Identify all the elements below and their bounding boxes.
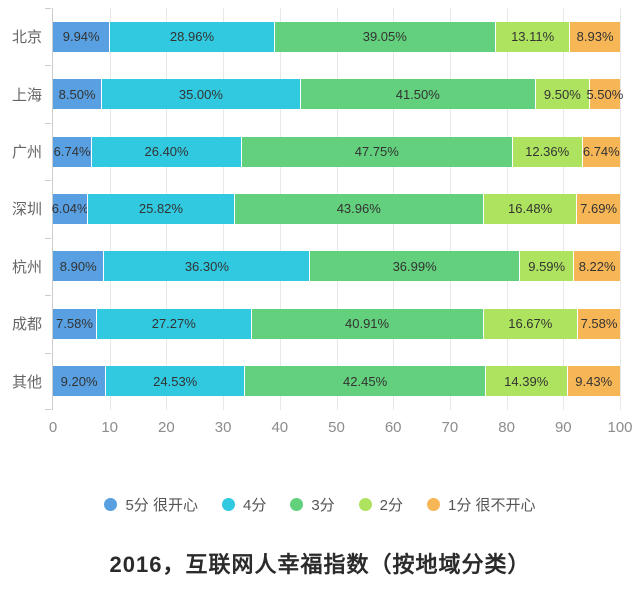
y-axis-tick <box>45 409 51 410</box>
bar-row: 杭州 8.90% 36.30% 36.99% 9.59% 8.22% <box>12 238 620 295</box>
bar-segment[interactable]: 7.58% <box>577 308 621 339</box>
bar-segment[interactable]: 8.50% <box>53 79 102 110</box>
bar-segment[interactable]: 40.91% <box>250 308 483 339</box>
legend-item[interactable]: 3分 <box>290 494 335 515</box>
category-label: 北京 <box>11 29 42 47</box>
bar-segment[interactable]: 6.74% <box>581 136 620 167</box>
y-axis-line <box>45 8 53 410</box>
category-label: 杭州 <box>11 258 42 276</box>
x-tick-label: 50 <box>328 419 345 436</box>
bar-segment[interactable]: 43.96% <box>233 193 483 224</box>
gridline <box>620 8 621 410</box>
bar-segment[interactable]: 36.99% <box>309 251 519 282</box>
category-label: 其他 <box>11 373 42 391</box>
y-axis-tick <box>45 237 51 239</box>
bar-segment[interactable]: 24.53% <box>105 366 245 397</box>
legend-label: 1分 很不开心 <box>448 497 536 514</box>
bar-row: 成都 7.58% 27.27% 40.91% 16.67% 7.58% <box>12 295 621 352</box>
y-axis-tick <box>45 352 51 354</box>
legend-dot-icon <box>104 498 118 511</box>
x-axis: 0 10 20 30 40 50 60 70 80 90 100 <box>49 419 633 441</box>
bar-segment[interactable]: 14.39% <box>484 366 567 397</box>
bar-segment[interactable]: 6.04% <box>52 193 89 224</box>
legend-label: 4分 <box>242 497 267 514</box>
bar-segment[interactable]: 9.94% <box>53 21 110 52</box>
bar-segment[interactable]: 25.82% <box>87 193 234 224</box>
bar-row: 北京 9.94% 28.96% 39.05% 13.11% 8.93% <box>12 8 620 65</box>
stacked-bar: 8.50% 35.00% 41.50% 9.50% 5.50% <box>53 79 623 110</box>
legend-dot-icon <box>221 498 235 511</box>
category-label: 成都 <box>11 316 42 334</box>
bar-segment[interactable]: 9.59% <box>518 251 574 282</box>
stacked-bar: 7.58% 27.27% 40.91% 16.67% 7.58% <box>53 308 621 339</box>
x-tick-label: 0 <box>48 419 58 436</box>
x-tick-label: 80 <box>498 419 515 436</box>
y-axis-tick <box>45 295 51 297</box>
bar-row: 深圳 6.04% 25.82% 43.96% 16.48% 7.69% <box>12 180 620 237</box>
y-axis-tick <box>45 122 51 124</box>
bar-segment[interactable]: 8.93% <box>569 21 620 52</box>
bar-segment[interactable]: 6.74% <box>53 136 92 167</box>
x-tick-label: 70 <box>441 419 459 436</box>
x-tick-label: 90 <box>554 419 572 436</box>
bar-segment[interactable]: 12.36% <box>511 136 582 167</box>
bar-segment[interactable]: 8.90% <box>53 251 104 282</box>
bar-row: 其他 9.20% 24.53% 42.45% 14.39% 9.43% <box>12 353 620 410</box>
bar-segment[interactable]: 41.50% <box>299 79 535 110</box>
bar-segment[interactable]: 7.58% <box>53 308 96 339</box>
bar-segment[interactable]: 28.96% <box>109 21 274 52</box>
legend-item[interactable]: 4分 <box>221 494 267 515</box>
x-tick-label: 30 <box>214 419 232 436</box>
x-tick-label: 10 <box>101 419 119 436</box>
bar-segment[interactable]: 5.50% <box>586 79 623 110</box>
legend: 5分 很开心 4分 3分 2分 1分 很不开心 <box>0 494 640 515</box>
bar-segment[interactable]: 47.75% <box>240 136 512 167</box>
legend-label: 5分 很开心 <box>125 497 198 514</box>
bar-segment[interactable]: 8.22% <box>573 251 620 282</box>
bar-segment[interactable]: 9.20% <box>53 366 106 397</box>
bar-segment[interactable]: 39.05% <box>273 21 495 52</box>
y-axis-tick <box>45 65 51 67</box>
stacked-bar: 9.20% 24.53% 42.45% 14.39% 9.43% <box>53 366 620 397</box>
legend-dot-icon <box>358 498 372 511</box>
stacked-bar: 6.74% 26.40% 47.75% 12.36% 6.74% <box>53 136 620 167</box>
bar-segment[interactable]: 42.45% <box>244 366 485 397</box>
category-label: 广州 <box>11 144 42 162</box>
stacked-bar: 9.94% 28.96% 39.05% 13.11% 8.93% <box>53 21 620 52</box>
y-axis-tick <box>45 180 51 182</box>
bar-segment[interactable]: 9.43% <box>566 366 620 397</box>
x-tick-label: 60 <box>384 419 402 436</box>
bar-segment[interactable]: 13.11% <box>494 21 570 52</box>
bar-segment[interactable]: 9.50% <box>534 79 589 110</box>
legend-dot-icon <box>290 498 304 511</box>
legend-dot-icon <box>427 498 441 511</box>
y-axis-tick <box>45 8 51 9</box>
chart-title: 2016，互联网人幸福指数（按地域分类） <box>109 552 531 577</box>
legend-item[interactable]: 1分 很不开心 <box>427 494 536 515</box>
x-tick-label: 20 <box>158 419 175 436</box>
bar-row: 上海 8.50% 35.00% 41.50% 9.50% 5.50% <box>12 65 623 122</box>
stacked-bar: 6.04% 25.82% 43.96% 16.48% 7.69% <box>52 193 620 224</box>
legend-label: 2分 <box>379 497 404 514</box>
stacked-bar: 8.90% 36.30% 36.99% 9.59% 8.22% <box>53 251 620 282</box>
x-tick-label: 40 <box>271 419 289 436</box>
bar-row: 广州 6.74% 26.40% 47.75% 12.36% 6.74% <box>12 123 620 180</box>
bar-segment[interactable]: 16.48% <box>482 193 577 224</box>
x-tick-label: 100 <box>607 419 633 436</box>
bar-segment[interactable]: 27.27% <box>95 308 251 339</box>
legend-item[interactable]: 5分 很开心 <box>104 494 198 515</box>
category-label: 深圳 <box>11 201 42 219</box>
plot-area: 北京 9.94% 28.96% 39.05% 13.11% 8.93% 上海 8.50% 35.… <box>12 8 623 410</box>
bar-segment[interactable]: 16.67% <box>482 308 578 339</box>
bar-segment[interactable]: 7.69% <box>576 193 620 224</box>
legend-label: 3分 <box>311 497 335 514</box>
bar-segment[interactable]: 36.30% <box>103 251 310 282</box>
bar-rows: 北京 9.94% 28.96% 39.05% 13.11% 8.93% 上海 8.50% 35.… <box>12 8 623 410</box>
legend-item[interactable]: 2分 <box>358 494 404 515</box>
bar-segment[interactable]: 35.00% <box>101 79 300 110</box>
category-label: 上海 <box>11 86 42 104</box>
bar-segment[interactable]: 26.40% <box>91 136 241 167</box>
